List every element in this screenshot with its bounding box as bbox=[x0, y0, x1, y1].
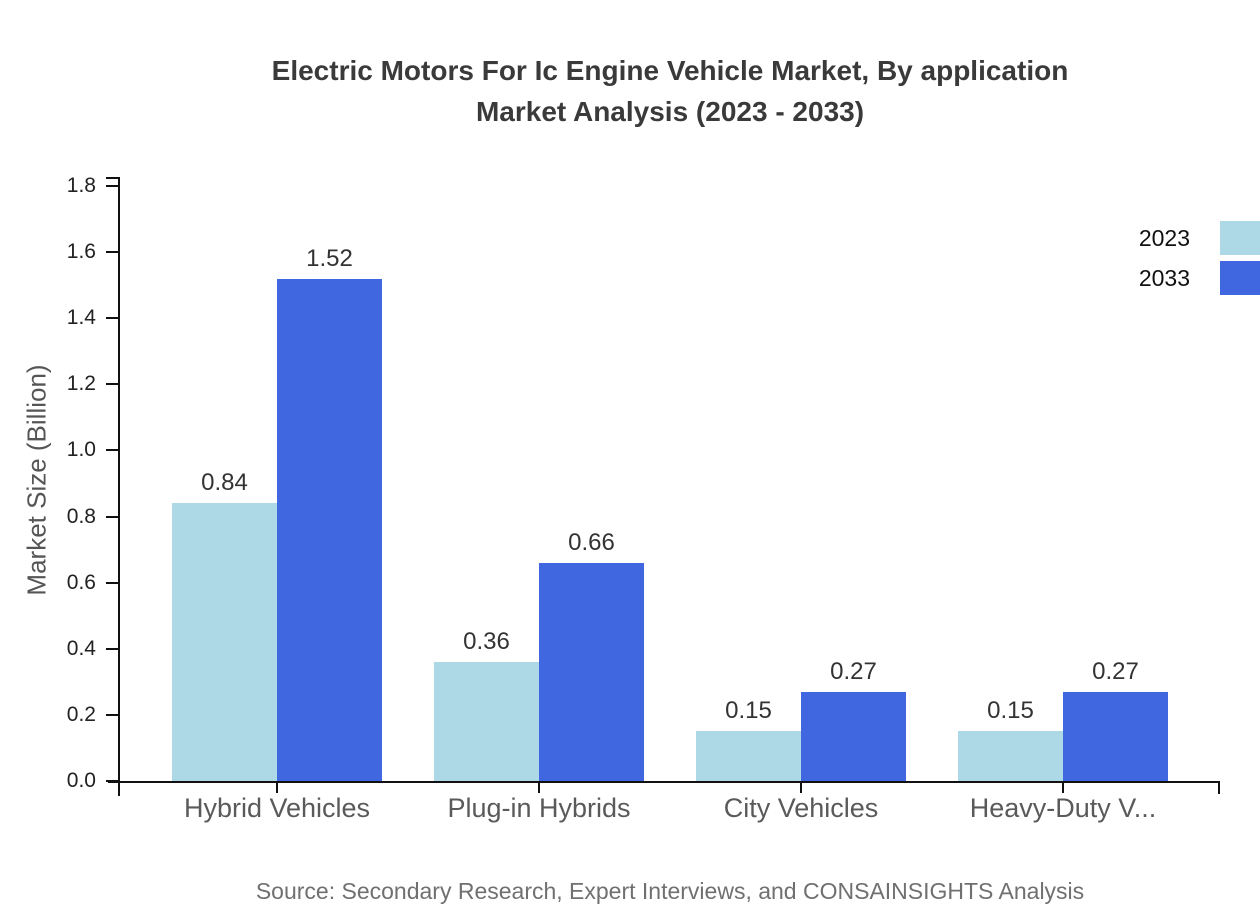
source-note: Source: Secondary Research, Expert Inter… bbox=[255, 878, 1085, 904]
legend-swatch-2023 bbox=[1220, 221, 1260, 255]
x-axis-tick bbox=[1062, 783, 1064, 793]
legend-item-2033: 2033 bbox=[1139, 258, 1260, 298]
bar-value-label: 1.52 bbox=[306, 244, 353, 272]
legend-label-2023: 2023 bbox=[1138, 224, 1190, 251]
y-axis-tick bbox=[106, 383, 118, 386]
chart-title-line1: Electric Motors For Ic Engine Vehicle Ma… bbox=[271, 55, 1069, 86]
y-axis-tick bbox=[106, 713, 118, 716]
chart-title: Electric Motors For Ic Engine Vehicle Ma… bbox=[80, 50, 1260, 132]
legend-item-2023: 2023 bbox=[1139, 218, 1260, 258]
bar-value-label: 0.36 bbox=[463, 628, 510, 655]
bar-value-label: 0.27 bbox=[830, 657, 877, 685]
y-axis-tick bbox=[106, 317, 118, 320]
legend: 2023 2033 bbox=[1139, 218, 1260, 298]
y-axis-title: Market Size (Billion) bbox=[21, 364, 52, 596]
y-axis-tick bbox=[106, 449, 118, 452]
y-axis-tick-label: 1.2 bbox=[66, 372, 96, 396]
y-axis-tick bbox=[106, 780, 118, 782]
x-axis-tick bbox=[276, 783, 278, 793]
bar-value-label: 0.15 bbox=[725, 697, 772, 725]
y-axis-tick-label: 0.0 bbox=[66, 769, 96, 792]
y-axis-tick bbox=[106, 647, 118, 650]
y-axis-tick bbox=[106, 185, 118, 188]
y-axis-tick-label: 1.4 bbox=[66, 306, 96, 330]
bar-value-label: 0.84 bbox=[201, 469, 248, 497]
bar-2023-plug-in-hybrids bbox=[434, 662, 539, 781]
bar-2033-heavy-duty-v bbox=[1063, 691, 1168, 781]
y-axis-tick bbox=[106, 251, 118, 254]
bar-2023-city-vehicles bbox=[696, 731, 801, 781]
bar-group-plug-in-hybrids: 0.36 0.66 Plug-in Hybrids bbox=[434, 186, 644, 823]
y-axis-tick-label: 1.0 bbox=[66, 438, 96, 462]
bar-2023-heavy-duty-v bbox=[958, 731, 1063, 781]
y-axis-tick-label: 1.6 bbox=[66, 240, 96, 264]
y-axis-tick-label: 0.2 bbox=[66, 702, 96, 726]
y-axis-tick-label: 0.8 bbox=[66, 504, 96, 528]
y-axis-tick-label: 0.4 bbox=[66, 636, 96, 660]
bar-value-label: 0.15 bbox=[987, 697, 1034, 725]
bar-2033-plug-in-hybrids bbox=[539, 562, 644, 781]
y-axis-tick-label: 1.8 bbox=[66, 174, 96, 197]
bar-value-label: 0.66 bbox=[568, 528, 615, 556]
bar-group-hybrid-vehicles: 0.84 1.52 Hybrid Vehicles bbox=[172, 186, 382, 823]
legend-swatch-2033 bbox=[1220, 261, 1260, 295]
bar-value-label: 0.27 bbox=[1092, 657, 1139, 685]
y-axis-tick bbox=[106, 581, 118, 584]
x-tick-label-plug-in-hybrids: Plug-in Hybrids bbox=[447, 793, 631, 823]
x-tick-label-heavy-duty-v: Heavy-Duty V... bbox=[969, 793, 1157, 823]
y-axis-line bbox=[118, 177, 120, 796]
y-axis-end-cap bbox=[106, 177, 120, 179]
legend-label-2033: 2033 bbox=[1138, 264, 1190, 291]
x-axis-end-cap bbox=[1218, 781, 1220, 794]
x-tick-label-hybrid-vehicles: Hybrid Vehicles bbox=[183, 793, 371, 823]
bar-group-city-vehicles: 0.15 0.27 City Vehicles bbox=[696, 186, 906, 823]
bar-2033-hybrid-vehicles bbox=[277, 278, 382, 781]
plot-area: 0.0 0.2 0.4 0.6 0.8 1.0 1.2 1.4 1.6 1.8 0.84 1.52 Hy… bbox=[67, 174, 1220, 823]
bar-2023-hybrid-vehicles bbox=[172, 503, 277, 781]
y-axis-tick bbox=[106, 515, 118, 518]
y-axis-tick-label: 0.6 bbox=[66, 570, 96, 594]
chart-title-line2: Market Analysis (2023 - 2033) bbox=[475, 96, 865, 127]
x-tick-label-city-vehicles: City Vehicles bbox=[723, 793, 879, 823]
bar-group-heavy-duty-v: 0.15 0.27 Heavy-Duty V... bbox=[958, 186, 1168, 823]
x-axis-tick bbox=[538, 783, 540, 793]
x-axis-tick bbox=[800, 783, 802, 793]
bar-2033-city-vehicles bbox=[801, 691, 906, 781]
x-axis-line bbox=[108, 781, 1220, 783]
